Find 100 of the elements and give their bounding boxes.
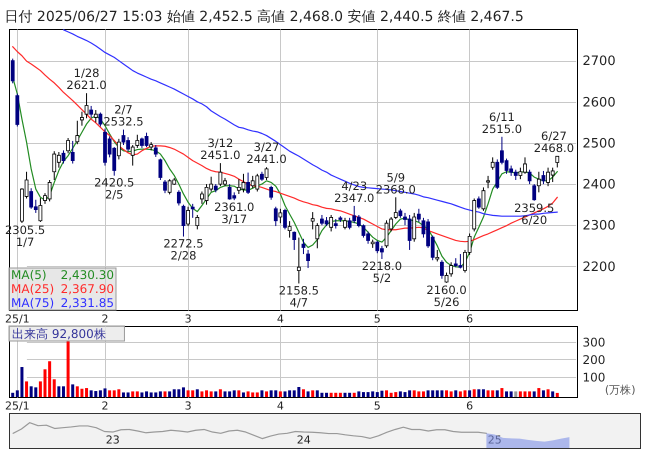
bar bbox=[136, 391, 139, 397]
candlestick bbox=[458, 254, 462, 269]
bar bbox=[218, 389, 222, 397]
candlestick bbox=[94, 110, 98, 123]
y-axis-title: (万株) bbox=[604, 384, 636, 396]
candlestick bbox=[255, 173, 260, 192]
annotation: 1/28 2621.0 bbox=[66, 66, 107, 92]
bar bbox=[66, 340, 70, 397]
bar bbox=[514, 391, 518, 397]
candlestick bbox=[555, 156, 560, 168]
candlestick bbox=[269, 185, 274, 200]
bar bbox=[496, 390, 499, 397]
candlestick bbox=[490, 156, 495, 170]
annotation: 2272.5 2/28 bbox=[163, 236, 204, 263]
x-tick-label: 25/1 bbox=[4, 400, 30, 412]
x-tick-label: 5 bbox=[374, 312, 381, 326]
text: MA(75) 2,331.85 bbox=[11, 296, 114, 310]
x-tick-label: 25 bbox=[488, 434, 502, 446]
candlestick bbox=[394, 196, 398, 220]
candlestick bbox=[444, 272, 448, 284]
bar bbox=[246, 391, 250, 397]
bar bbox=[186, 390, 190, 397]
bar bbox=[71, 384, 74, 397]
candlestick bbox=[334, 218, 338, 230]
x-tick-label: 6 bbox=[466, 400, 474, 412]
bar bbox=[108, 390, 112, 397]
x-tick-label: 2 bbox=[102, 312, 109, 326]
x-tick-label: 4 bbox=[276, 400, 284, 412]
x-tick-label: 25/1 bbox=[4, 312, 30, 326]
x-tick-label: 6 bbox=[466, 312, 474, 326]
bar bbox=[274, 390, 278, 397]
bar bbox=[168, 391, 172, 397]
candlestick bbox=[29, 188, 34, 210]
candlestick bbox=[348, 217, 352, 230]
bar bbox=[30, 386, 33, 397]
y-tick-label: 300 bbox=[582, 335, 606, 350]
bar bbox=[302, 389, 305, 397]
candlestick bbox=[250, 175, 255, 189]
bar bbox=[311, 390, 314, 397]
bar bbox=[500, 388, 504, 397]
candlestick bbox=[343, 217, 347, 230]
y-tick-label: 2300 bbox=[582, 218, 616, 234]
bar bbox=[546, 389, 550, 397]
y-tick-label: 100 bbox=[582, 370, 606, 385]
bar bbox=[270, 390, 273, 397]
bar bbox=[164, 391, 167, 397]
bar bbox=[237, 390, 240, 397]
candlestick bbox=[84, 92, 88, 119]
bar bbox=[338, 392, 342, 397]
candlestick bbox=[416, 208, 421, 222]
annotation: 6/11 2515.0 bbox=[482, 110, 522, 136]
bar bbox=[551, 391, 554, 397]
candlestick bbox=[435, 249, 440, 262]
bar bbox=[380, 390, 384, 397]
candlestick bbox=[532, 184, 536, 202]
candlestick bbox=[75, 120, 80, 145]
bar bbox=[482, 389, 485, 397]
bar bbox=[117, 389, 120, 397]
candlestick bbox=[528, 169, 532, 185]
annotation: 6/27 2468.0 bbox=[534, 129, 574, 156]
annotation: 2420.5 2/5 bbox=[94, 176, 134, 202]
bar bbox=[472, 389, 476, 397]
candlestick bbox=[398, 208, 402, 218]
y-tick-label: 2200 bbox=[582, 260, 616, 275]
annotation: 2/7 2532.5 bbox=[103, 102, 144, 129]
bar bbox=[542, 390, 545, 397]
candlestick bbox=[302, 238, 306, 255]
bar bbox=[20, 367, 24, 397]
bar bbox=[445, 390, 448, 397]
bar bbox=[297, 387, 300, 397]
candlestick bbox=[135, 134, 140, 148]
bar bbox=[182, 387, 185, 397]
candlestick bbox=[158, 158, 162, 180]
annotation: 2361.0 3/17 bbox=[214, 200, 254, 226]
bar bbox=[34, 387, 38, 397]
bar bbox=[62, 386, 65, 397]
candlestick bbox=[296, 237, 301, 284]
candlestick bbox=[195, 214, 200, 230]
text: MA(25) 2,367.90 bbox=[11, 282, 114, 296]
candlestick bbox=[182, 204, 186, 238]
candlestick bbox=[154, 144, 158, 158]
candlestick bbox=[292, 230, 296, 250]
annotation: 2218.0 5/2 bbox=[362, 258, 402, 285]
candlestick bbox=[38, 198, 42, 222]
y-tick-label: 2500 bbox=[582, 136, 616, 152]
y-tick-label: 2700 bbox=[582, 54, 616, 70]
candlestick bbox=[10, 58, 15, 84]
candlestick bbox=[190, 203, 195, 218]
candlestick bbox=[482, 186, 486, 212]
bar bbox=[90, 390, 93, 397]
x-tick-label: 3 bbox=[184, 312, 192, 326]
bar bbox=[505, 391, 508, 397]
bar bbox=[352, 392, 356, 397]
candlestick bbox=[412, 212, 416, 242]
candlestick bbox=[476, 196, 481, 210]
bar bbox=[532, 391, 536, 397]
bar bbox=[131, 391, 134, 397]
bar bbox=[440, 390, 444, 397]
candlestick bbox=[260, 171, 264, 182]
candlestick bbox=[163, 179, 167, 194]
